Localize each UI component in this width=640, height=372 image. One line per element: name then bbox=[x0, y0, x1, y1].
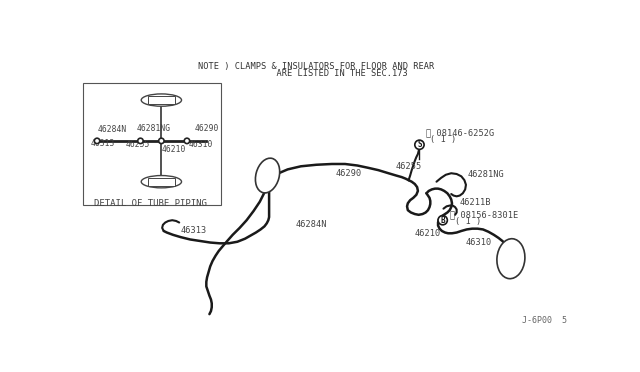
Circle shape bbox=[438, 216, 447, 225]
Ellipse shape bbox=[141, 176, 182, 188]
Text: 46313: 46313 bbox=[91, 139, 115, 148]
Text: 46284N: 46284N bbox=[98, 125, 127, 134]
Bar bbox=[148, 178, 175, 186]
Circle shape bbox=[159, 138, 164, 144]
Text: 46281NG: 46281NG bbox=[467, 170, 504, 179]
Text: 46310: 46310 bbox=[465, 238, 492, 247]
Text: 46211B: 46211B bbox=[460, 198, 492, 207]
Text: 46281NG: 46281NG bbox=[136, 124, 171, 133]
Text: ( 1 ): ( 1 ) bbox=[455, 217, 481, 226]
Text: 46210: 46210 bbox=[415, 229, 441, 238]
Text: Ⓢ 08146-6252G: Ⓢ 08146-6252G bbox=[426, 128, 494, 138]
Text: B: B bbox=[440, 216, 445, 225]
Text: J-6P00  5: J-6P00 5 bbox=[522, 316, 566, 325]
Text: Ⓑ 08156-8301E: Ⓑ 08156-8301E bbox=[451, 210, 518, 219]
Text: 46284N: 46284N bbox=[296, 220, 327, 229]
Text: ( 1 ): ( 1 ) bbox=[430, 135, 456, 144]
Bar bbox=[83, 83, 221, 205]
Text: 46313: 46313 bbox=[180, 225, 207, 234]
Text: NOTE ) CLAMPS & INSULATORS FOR FLOOR AND REAR: NOTE ) CLAMPS & INSULATORS FOR FLOOR AND… bbox=[198, 62, 435, 71]
Bar bbox=[148, 96, 175, 104]
Text: 46255: 46255 bbox=[125, 140, 150, 149]
Text: ARE LISTED IN THE SEC.173: ARE LISTED IN THE SEC.173 bbox=[225, 69, 408, 78]
Text: 46210: 46210 bbox=[161, 145, 186, 154]
Text: 46290: 46290 bbox=[195, 124, 219, 133]
Circle shape bbox=[184, 138, 189, 144]
Ellipse shape bbox=[497, 239, 525, 279]
Circle shape bbox=[138, 138, 143, 144]
Circle shape bbox=[94, 138, 100, 144]
Text: DETAIL OF TUBE PIPING: DETAIL OF TUBE PIPING bbox=[94, 199, 207, 208]
Text: S: S bbox=[417, 140, 422, 149]
Circle shape bbox=[415, 140, 424, 150]
Text: 46255: 46255 bbox=[396, 163, 422, 171]
Text: 46310: 46310 bbox=[189, 140, 213, 149]
Text: 46290: 46290 bbox=[336, 169, 362, 177]
Ellipse shape bbox=[255, 158, 280, 193]
Ellipse shape bbox=[141, 94, 182, 106]
